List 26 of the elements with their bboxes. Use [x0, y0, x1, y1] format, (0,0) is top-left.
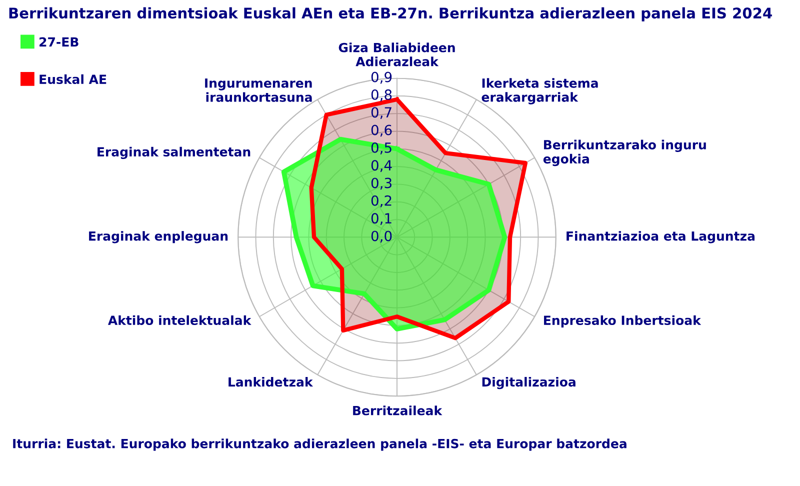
- y-tick-label: 0,0: [371, 230, 392, 243]
- text: Iturria: Eustat. Europako berrikuntzako adierazleen panela -EIS- eta Europar batzordea: [13, 438, 626, 451]
- spoke-label: Berrikuntzarako inguru egokia: [543, 140, 706, 166]
- spoke-label: Aktibo intelektualak: [108, 315, 252, 326]
- legend-label: 27-EB: [40, 37, 78, 47]
- y-tick-label: 0,1: [371, 213, 392, 225]
- spoke-label: Finantziazioa eta Laguntza: [566, 231, 755, 244]
- y-tick-label: 0,2: [371, 195, 392, 208]
- spoke-label: Lankidetzak: [228, 377, 314, 387]
- spoke-label: Ikerketa sistema erakargarriak: [482, 78, 598, 104]
- y-tick-label: 0,8: [371, 89, 392, 102]
- y-tick-label: 0,6: [371, 124, 392, 137]
- y-tick-label: 0,3: [371, 178, 392, 190]
- spoke-label: Eraginak enpleguan: [89, 231, 228, 244]
- spoke-label: Ingurumenaren iraunkortasuna: [205, 78, 312, 102]
- legend-label: Euskal AE: [40, 74, 106, 84]
- spoke-label: Enpresako Inbertsioak: [544, 315, 702, 328]
- spoke-label: Eraginak salmentetan: [98, 146, 250, 160]
- spoke-label: Giza Baliabideen Adierazleak: [338, 42, 455, 66]
- spoke-label: Berritzaileak: [353, 406, 442, 416]
- chart-title: Berrikuntzaren dimentsioak Euskal AEn eta EB-27n. Berrikuntza adierazleen panela EIS 2024: [9, 7, 772, 22]
- y-tick-label: 0,4: [371, 160, 392, 172]
- y-tick-label: 0,7: [371, 107, 392, 120]
- spoke-label: Digitalizazioa: [482, 376, 576, 390]
- y-tick-label: 0,9: [371, 72, 392, 84]
- y-tick-label: 0,5: [371, 142, 392, 154]
